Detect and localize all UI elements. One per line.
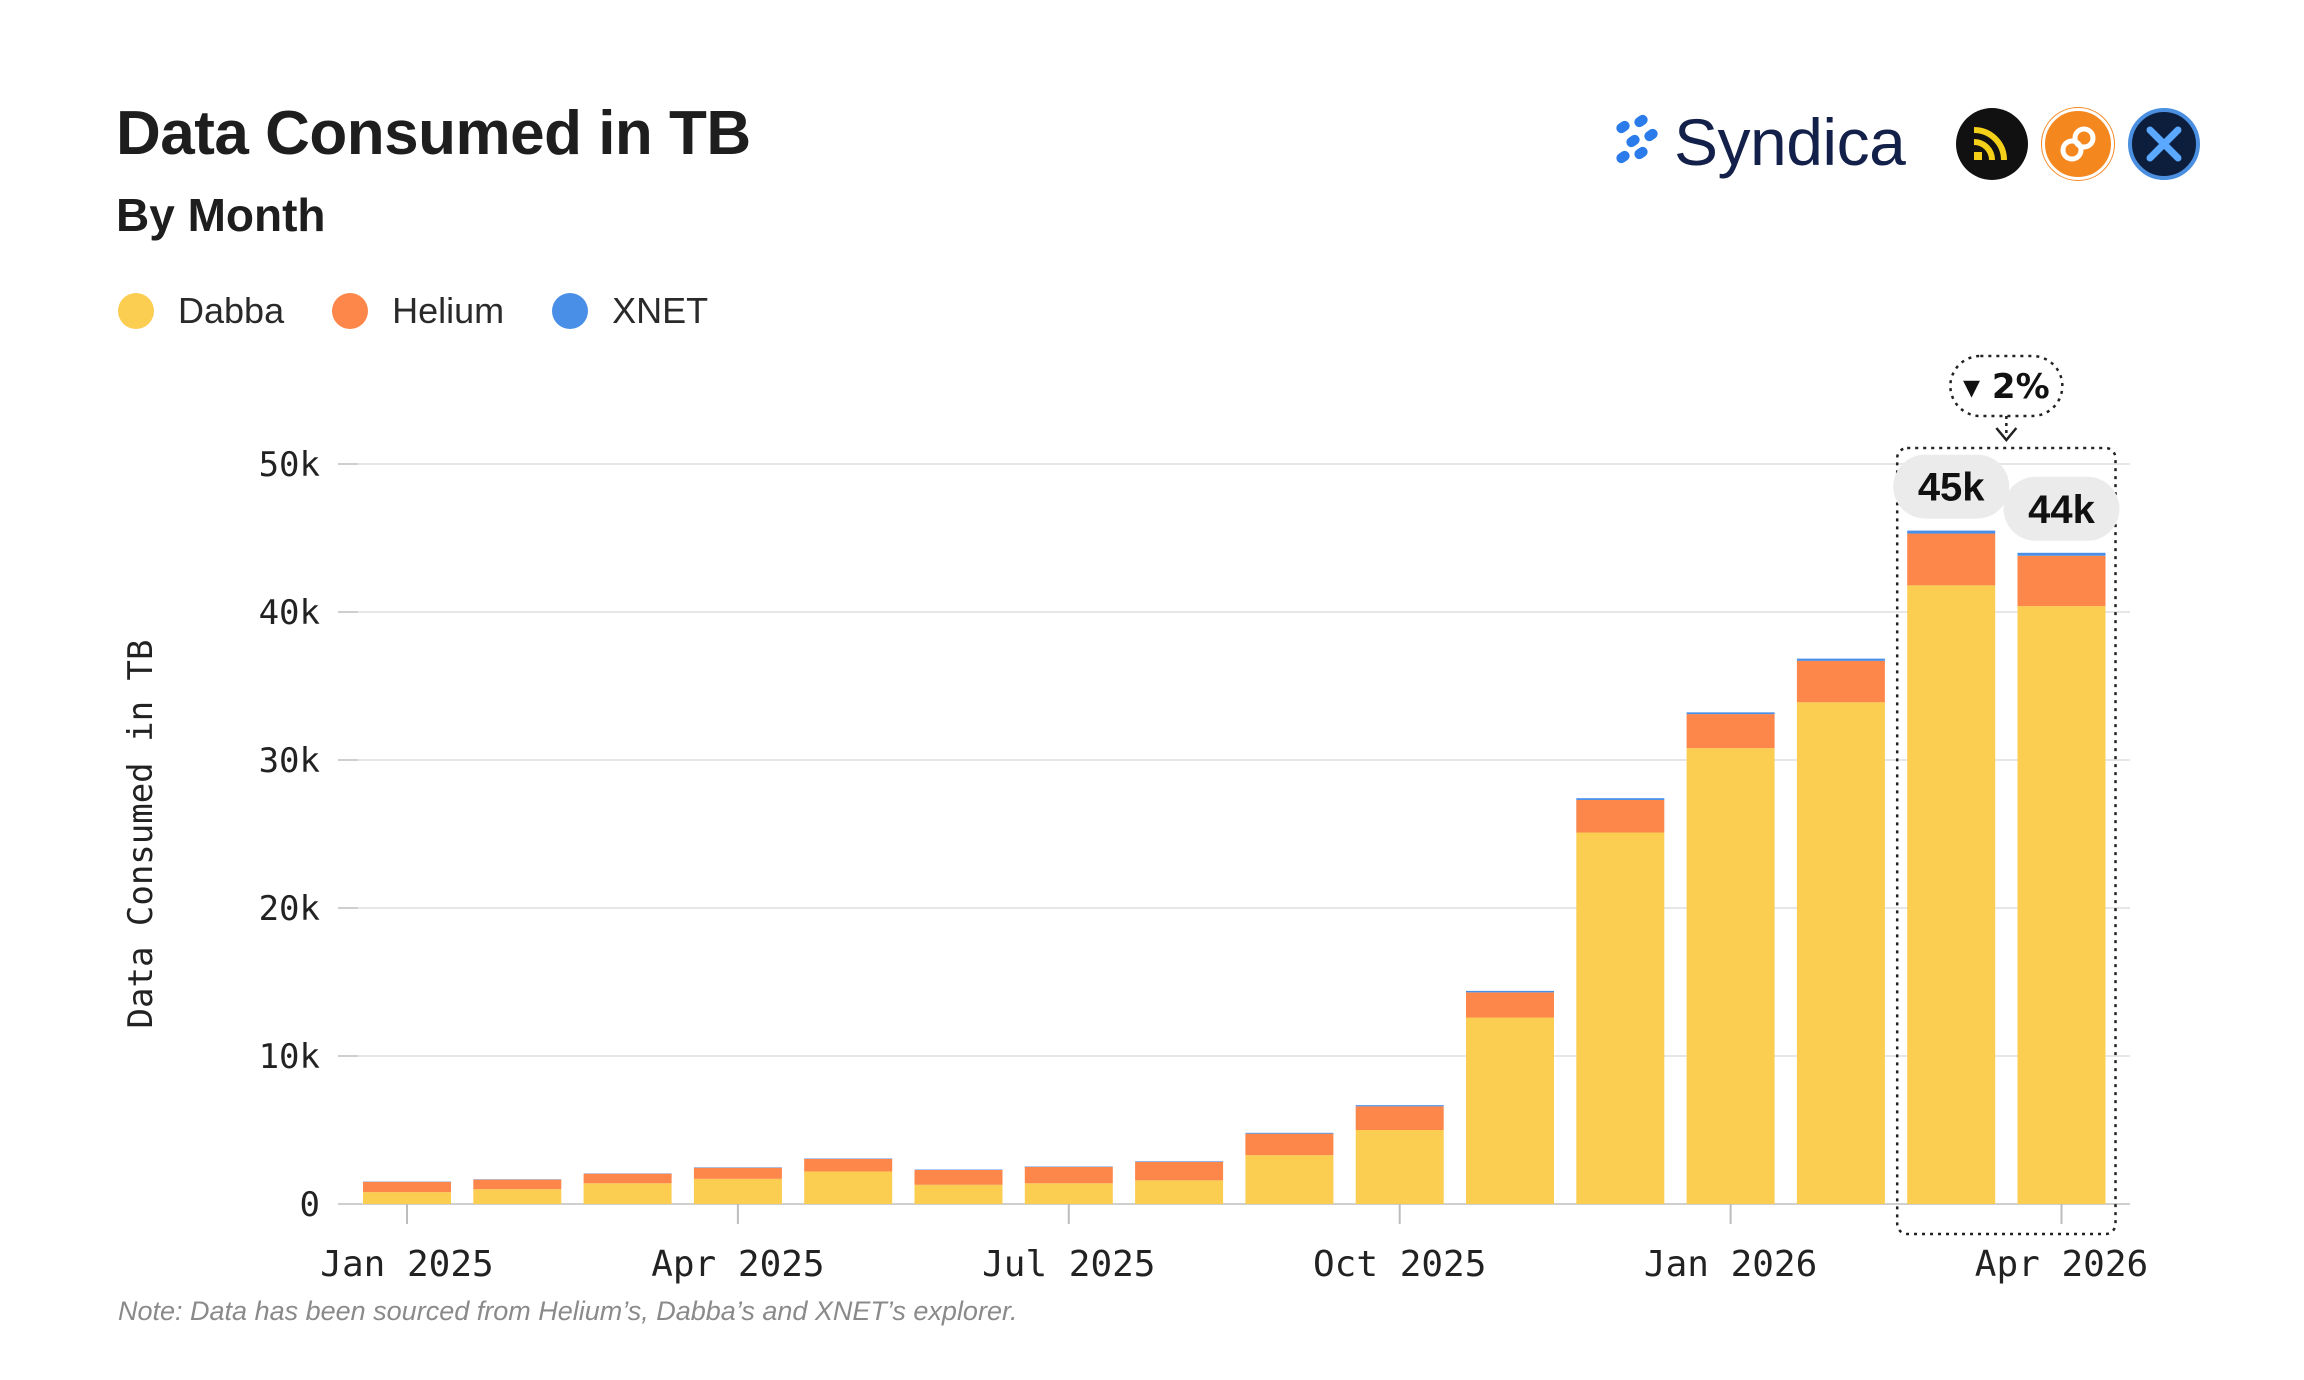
bar-dabba <box>1576 832 1665 1204</box>
bar-helium <box>1135 1161 1224 1181</box>
bar-dabba <box>1135 1180 1224 1204</box>
bar-helium <box>1796 660 1885 703</box>
y-axis-label: Data Consumed in TB <box>121 640 161 1029</box>
bar-helium <box>804 1158 893 1172</box>
bar-xnet <box>1796 658 1885 661</box>
legend-label-helium: Helium <box>392 290 505 331</box>
legend-label-xnet: XNET <box>612 290 709 331</box>
xnet-icon <box>2128 108 2200 180</box>
wifi-signal-icon <box>1956 108 2028 180</box>
bar-helium <box>1907 533 1996 586</box>
legend-item-xnet: XNET <box>552 290 708 332</box>
value-label: 45k <box>1918 466 1985 510</box>
x-tick-label: Jul 2025 <box>982 1244 1155 1285</box>
bar-dabba <box>2017 606 2106 1204</box>
bar-xnet <box>1576 798 1665 800</box>
x-tick-label: Jan 2025 <box>320 1244 493 1285</box>
bar-dabba <box>1796 702 1885 1204</box>
y-tick-label: 30k <box>259 741 320 781</box>
bar-dabba <box>1686 748 1775 1204</box>
x-tick-label: Apr 2025 <box>651 1244 824 1285</box>
helium-icon <box>2042 108 2114 180</box>
legend-label-dabba: Dabba <box>178 290 285 331</box>
highlight-box <box>1895 446 2117 1236</box>
x-tick-label: Jan 2026 <box>1644 1244 1817 1285</box>
x-tick-label: Oct 2025 <box>1313 1244 1486 1285</box>
bar-xnet <box>1686 712 1775 715</box>
bar-xnet <box>1466 990 1554 993</box>
legend-item-helium: Helium <box>332 290 504 332</box>
brand-logo: Syndica <box>1612 104 1906 180</box>
bar-helium <box>583 1173 672 1184</box>
bar-dabba <box>914 1184 1003 1204</box>
y-tick-label: 40k <box>259 593 320 633</box>
bar-dabba <box>473 1189 562 1204</box>
legend: Dabba Helium XNET <box>118 290 756 332</box>
value-pill <box>2003 476 2120 541</box>
chart-subtitle: By Month <box>116 189 326 241</box>
bar-helium <box>693 1167 782 1179</box>
bar-helium <box>1686 714 1775 749</box>
syndica-logo-icon <box>1616 114 1658 164</box>
y-tick-label: 0 <box>300 1185 320 1225</box>
bar-helium <box>1245 1133 1334 1156</box>
bar-helium <box>473 1179 562 1190</box>
y-tick-label: 20k <box>259 889 320 929</box>
value-label: 44k <box>2028 488 2095 532</box>
legend-dot-xnet <box>552 293 589 329</box>
legend-item-dabba: Dabba <box>118 290 284 332</box>
bar-dabba <box>1907 585 1996 1204</box>
change-label: ▾ 2% <box>1963 367 2050 407</box>
bar-helium <box>914 1169 1003 1185</box>
value-pill <box>1893 454 2010 519</box>
bar-helium <box>1024 1167 1113 1184</box>
bar-dabba <box>1024 1183 1113 1204</box>
bar-dabba <box>363 1192 451 1204</box>
bar-helium <box>2017 555 2106 607</box>
chart-title: Data Consumed in TB <box>116 99 751 168</box>
bar-dabba <box>583 1183 672 1204</box>
legend-dot-helium <box>332 293 369 329</box>
bar-xnet <box>1135 1161 1224 1162</box>
bar-xnet <box>1245 1132 1334 1134</box>
y-tick-label: 10k <box>259 1037 320 1077</box>
bar-xnet <box>1907 530 1996 534</box>
brand-name: Syndica <box>1674 105 1906 179</box>
network-badges <box>1956 108 2214 180</box>
chevron-down-icon <box>1995 427 2018 442</box>
bar-helium <box>363 1181 451 1193</box>
source-note: Note: Data has been sourced from Helium’… <box>118 1296 1018 1326</box>
bar-dabba <box>1245 1155 1334 1204</box>
bar-xnet <box>2017 552 2106 556</box>
bar-dabba <box>804 1171 893 1204</box>
bar-helium <box>1466 992 1554 1018</box>
bar-dabba <box>693 1178 782 1204</box>
bar-dabba <box>1466 1017 1554 1204</box>
y-tick-label: 50k <box>259 445 320 485</box>
change-badge <box>1949 354 2064 418</box>
bar-xnet <box>1355 1105 1444 1107</box>
bar-helium <box>1355 1106 1444 1130</box>
legend-dot-dabba <box>118 293 154 329</box>
bar-dabba <box>1355 1130 1444 1204</box>
bar-helium <box>1576 799 1665 833</box>
x-tick-label: Apr 2026 <box>1975 1244 2148 1285</box>
